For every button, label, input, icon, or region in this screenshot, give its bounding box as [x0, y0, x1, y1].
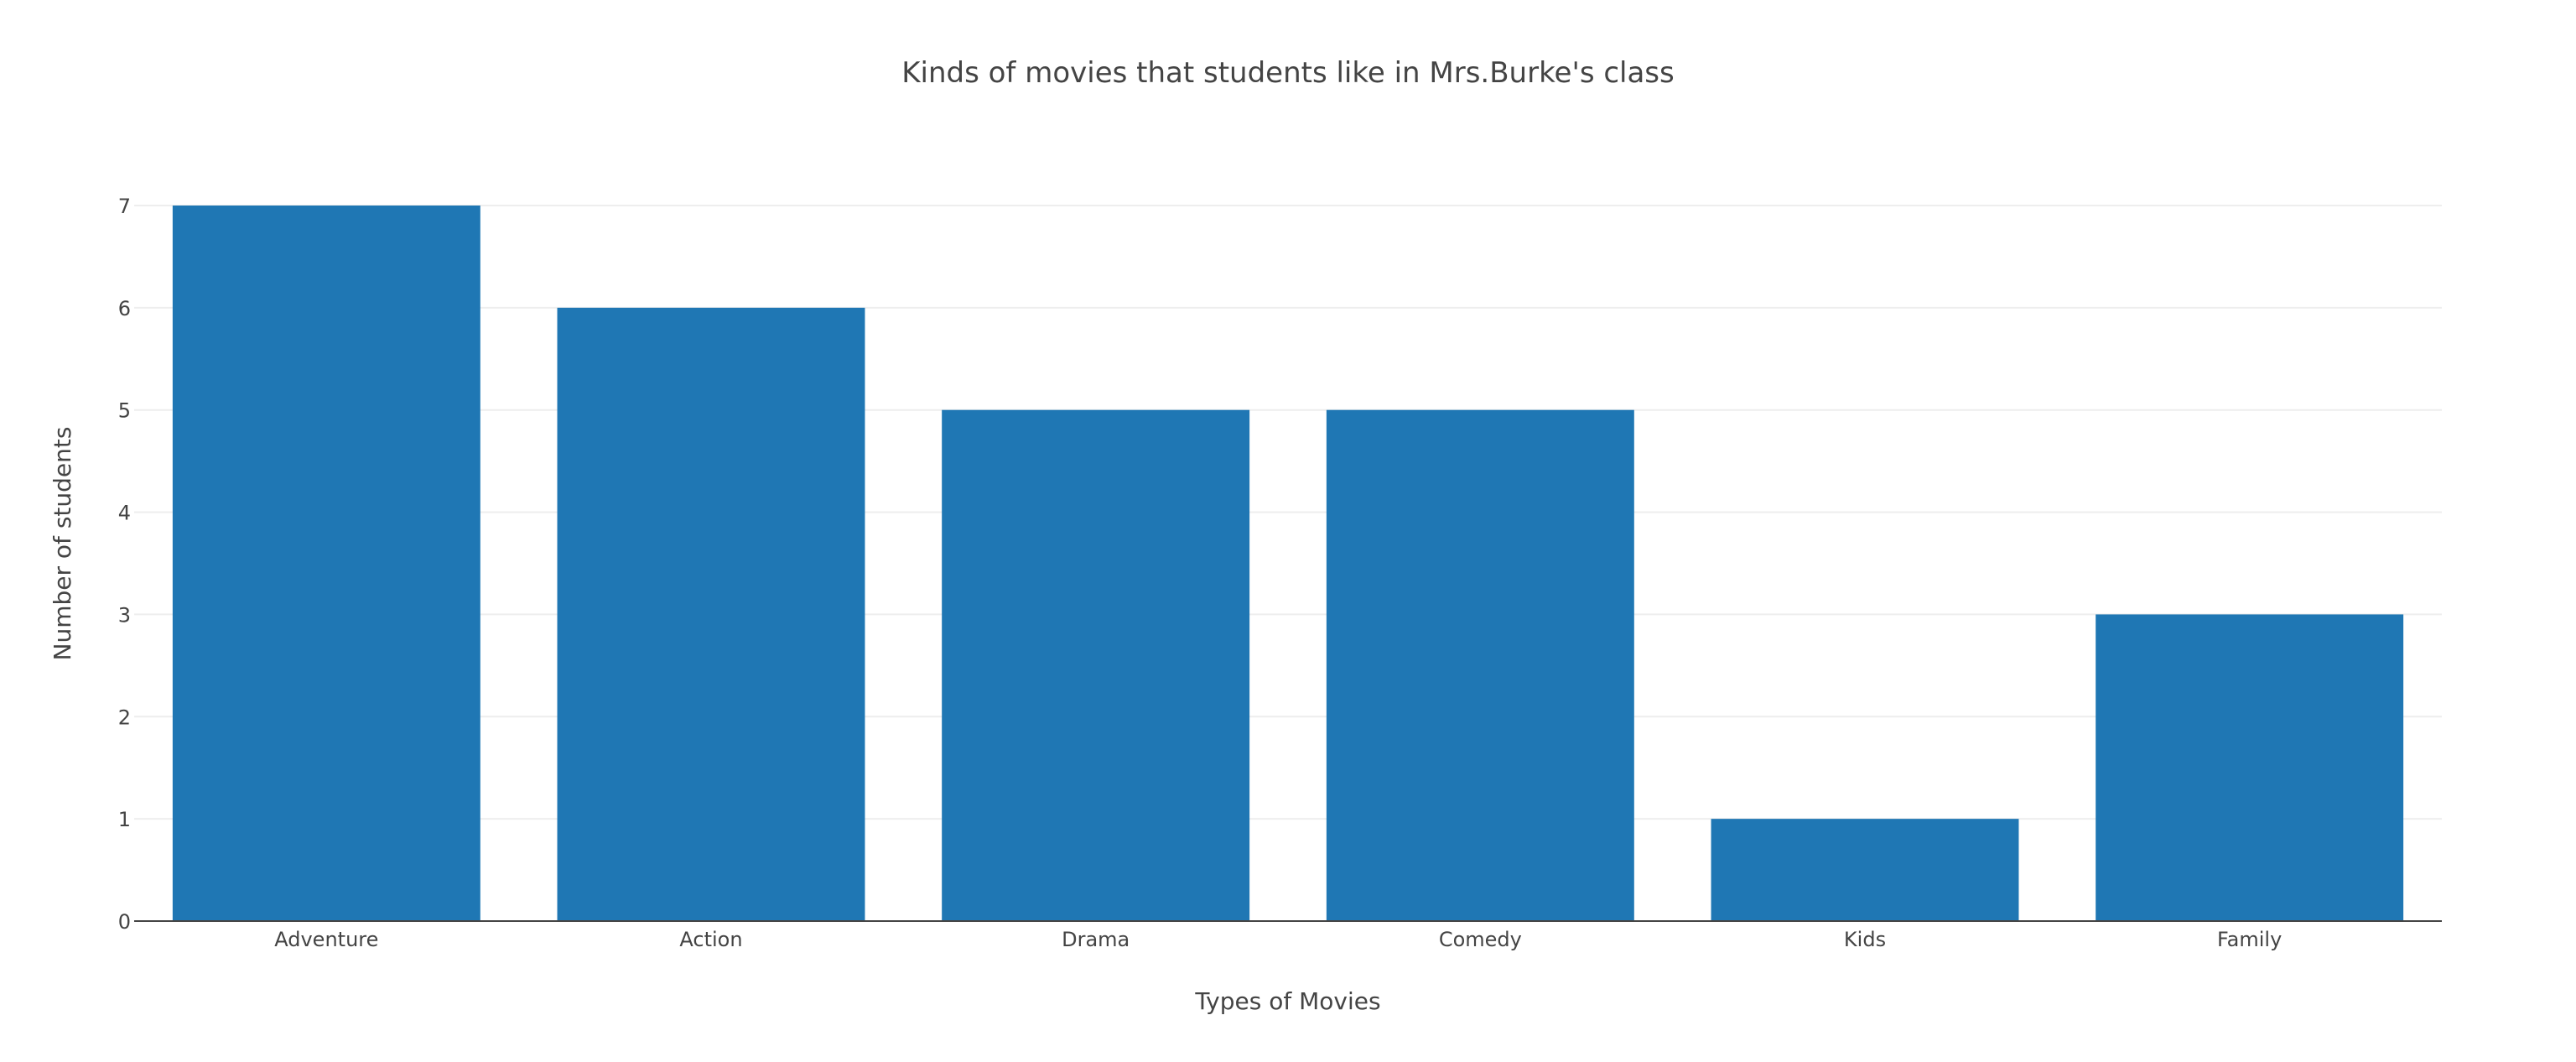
y-tick-label: 2	[118, 705, 131, 729]
gridlines	[134, 205, 2442, 820]
x-tick-label: Action	[679, 928, 742, 951]
chart-title: Kinds of movies that students like in Mr…	[901, 56, 1675, 90]
y-tick-label: 6	[118, 297, 131, 320]
y-tick-label: 5	[118, 399, 131, 423]
bar-kids[interactable]	[1711, 819, 2019, 921]
bar-adventure[interactable]	[172, 206, 480, 921]
x-tick-label: Adventure	[274, 928, 378, 951]
x-axis-title: Types of Movies	[1194, 987, 1380, 1015]
y-axis-title: Number of students	[49, 427, 76, 661]
x-tick-label: Drama	[1062, 928, 1130, 951]
bars	[172, 206, 2404, 921]
y-tick-label: 4	[118, 502, 131, 525]
y-tick-label: 1	[118, 808, 131, 831]
x-tick-label: Family	[2217, 928, 2282, 951]
bar-family[interactable]	[2096, 614, 2404, 921]
bar-comedy[interactable]	[1326, 409, 1634, 921]
x-tick-label: Comedy	[1439, 928, 1522, 951]
x-tick-labels: Adventure Action Drama Comedy Kids Family	[274, 928, 2282, 951]
y-tick-label: 7	[118, 195, 131, 218]
x-tick-label: Kids	[1844, 928, 1886, 951]
y-tick-labels: 0 1 2 3 4 5 6 7	[118, 195, 131, 934]
y-tick-label: 0	[118, 910, 131, 934]
bar-drama[interactable]	[942, 409, 1250, 921]
y-tick-label: 3	[118, 603, 131, 627]
bar-action[interactable]	[557, 307, 865, 921]
